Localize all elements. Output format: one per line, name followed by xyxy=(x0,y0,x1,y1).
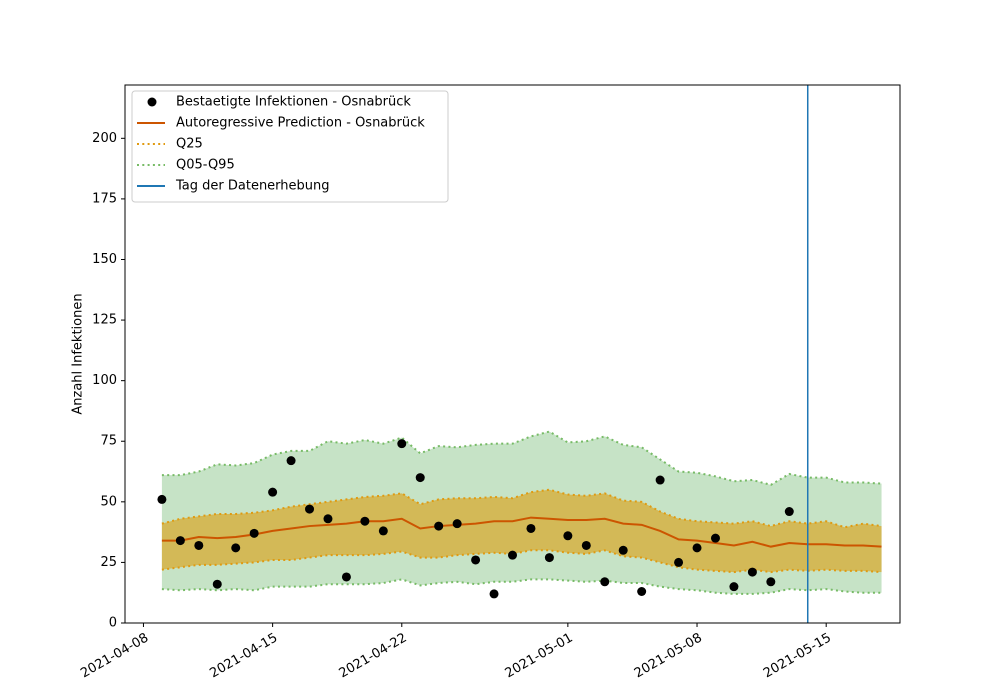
data-point xyxy=(618,545,628,555)
data-point xyxy=(692,543,702,553)
data-point xyxy=(397,439,407,449)
legend-label: Q25 xyxy=(176,137,203,152)
data-point xyxy=(766,577,776,587)
data-point xyxy=(674,557,684,567)
y-tick-label: 200 xyxy=(92,131,117,146)
y-tick-label: 150 xyxy=(92,252,117,267)
y-tick-label: 75 xyxy=(100,434,117,449)
data-point xyxy=(194,540,204,550)
x-tick-label: 2021-04-22 xyxy=(337,631,410,682)
data-point xyxy=(471,555,481,565)
data-point xyxy=(637,586,647,596)
legend-label: Autoregressive Prediction - Osnabrück xyxy=(176,116,425,131)
data-point xyxy=(249,528,259,538)
data-point xyxy=(489,589,499,599)
y-axis-label: Anzahl Infektionen xyxy=(71,293,86,414)
data-point xyxy=(415,473,425,483)
y-tick-label: 50 xyxy=(100,494,117,509)
x-tick-label: 2021-05-08 xyxy=(632,631,705,682)
data-point xyxy=(452,519,462,529)
band-area xyxy=(161,489,882,573)
data-point xyxy=(268,487,278,497)
data-point xyxy=(231,543,241,553)
legend-label: Q05-Q95 xyxy=(176,158,235,173)
y-tick-label: 0 xyxy=(109,616,117,631)
x-tick-label: 2021-05-01 xyxy=(503,631,576,682)
legend-box xyxy=(131,90,449,203)
data-point xyxy=(600,577,610,587)
legend-label: Tag der Datenerhebung xyxy=(175,179,330,194)
data-point xyxy=(360,516,370,526)
y-tick-label: 125 xyxy=(92,313,117,328)
legend-label: Bestaetigte Infektionen - Osnabrück xyxy=(176,95,411,110)
data-point xyxy=(526,523,536,533)
x-tick-label: 2021-04-15 xyxy=(207,631,280,682)
data-point xyxy=(655,475,665,485)
data-point xyxy=(286,456,296,466)
y-tick-label: 175 xyxy=(92,191,117,206)
data-point xyxy=(323,514,333,524)
data-point xyxy=(175,536,185,546)
data-point xyxy=(747,567,757,577)
data-point xyxy=(581,540,591,550)
data-point xyxy=(508,550,517,560)
data-point xyxy=(212,579,222,589)
legend-marker xyxy=(147,97,157,107)
band-edge xyxy=(161,488,882,529)
data-point xyxy=(157,494,167,504)
data-point xyxy=(378,526,388,536)
plot-frame xyxy=(124,84,901,624)
data-point xyxy=(544,553,554,563)
prediction-line xyxy=(161,516,882,548)
y-tick-label: 25 xyxy=(100,555,117,570)
data-point xyxy=(729,582,739,592)
data-point xyxy=(784,507,794,517)
x-tick-label: 2021-04-08 xyxy=(78,631,151,682)
data-point xyxy=(341,572,351,582)
data-point xyxy=(710,533,720,543)
band-edge xyxy=(161,430,882,486)
y-tick-label: 100 xyxy=(92,373,117,388)
x-tick-label: 2021-05-15 xyxy=(761,631,834,682)
data-point xyxy=(563,531,573,541)
data-point xyxy=(305,504,315,514)
data-point xyxy=(434,521,444,531)
band-edge xyxy=(161,549,882,574)
